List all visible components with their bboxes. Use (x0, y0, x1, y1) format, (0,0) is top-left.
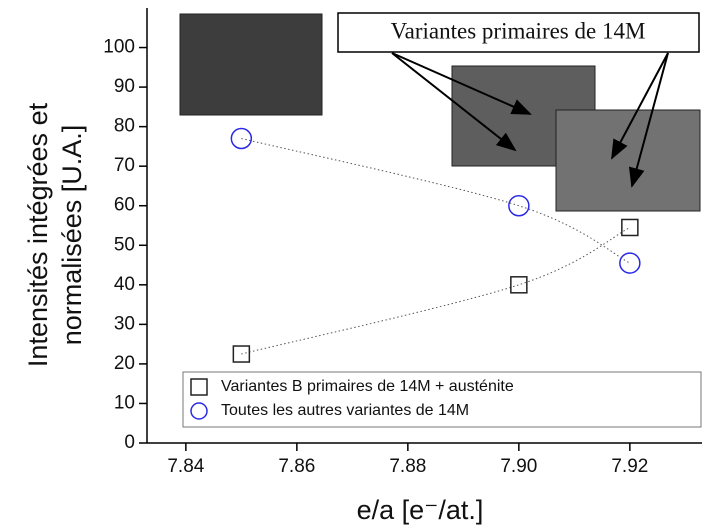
point (510, 276, 528, 294)
x-tick-label: 7.86 (278, 456, 315, 477)
trend-line (241, 138, 631, 264)
trend-line (241, 227, 631, 355)
x-tick-label: 7.90 (500, 456, 537, 477)
y-tick-label: 80 (114, 116, 135, 137)
y-tick-label: 20 (114, 353, 135, 374)
point (621, 218, 639, 237)
y-tick-label: 30 (114, 313, 135, 334)
y-axis-title: Intensités intégrées et (23, 102, 53, 367)
point (508, 194, 530, 217)
micrograph (555, 109, 701, 212)
arrows (391, 52, 669, 188)
x-tick-label: 7.92 (611, 456, 648, 477)
y-tick-label: 90 (114, 76, 135, 97)
point (619, 252, 641, 274)
y-tick-label: 0 (124, 432, 135, 453)
x-tick-label: 7.88 (389, 456, 426, 477)
y-axis-title: normalisées [U.A.] (57, 125, 87, 346)
x-tick-label: 7.84 (167, 456, 204, 477)
point (232, 345, 251, 363)
annotation: Variantes primaires de 14M (391, 18, 646, 43)
y-tick-label: 70 (114, 155, 135, 176)
y-tick-label: 100 (103, 37, 135, 58)
legend-marker (190, 378, 208, 396)
y-tick-label: 50 (114, 234, 135, 255)
legend-label: Toutes les autres variantes de 14M (221, 402, 469, 419)
point (230, 127, 253, 150)
annotation-box (337, 12, 700, 53)
legend-box (182, 371, 702, 428)
y-tick-label: 40 (114, 274, 135, 295)
legend-marker (190, 402, 208, 420)
micrograph (179, 13, 323, 116)
y-tick-label: 60 (114, 195, 135, 216)
y-tick-label: 10 (114, 392, 135, 413)
x-axis-title: e/a [e⁻/at.] (357, 495, 484, 525)
legend-label: Variantes B primaires de 14M + austénite (221, 378, 514, 395)
